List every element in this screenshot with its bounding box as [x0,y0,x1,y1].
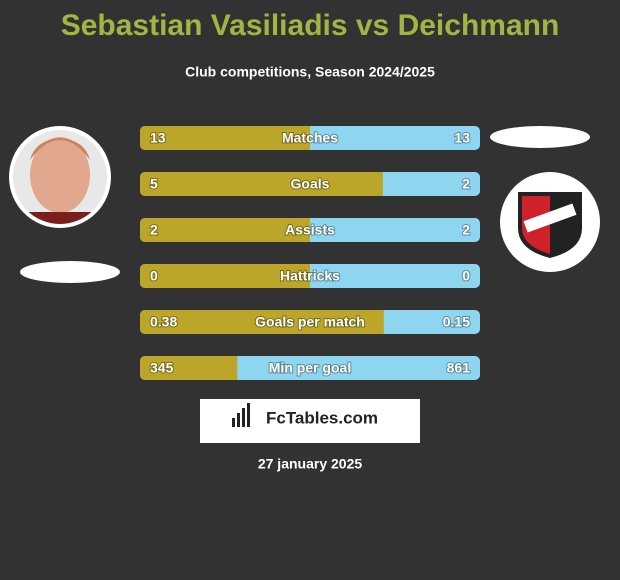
row-label: Matches [282,130,338,146]
left-value: 0 [150,268,158,284]
left-value: 0.38 [150,314,177,330]
player-photo [9,126,111,228]
row-label: Goals per match [255,314,365,330]
left-value: 13 [150,130,166,146]
row-label: Goals [291,176,330,192]
placeholder-oval [20,261,120,283]
left-value: 5 [150,176,158,192]
left-bar [140,218,310,242]
right-value: 0 [462,268,470,284]
left-value: 2 [150,222,158,238]
stat-rows: Matches 13 13 Goals 5 2 Assists 2 2 Hattricks 0 0 Go… [140,126,480,380]
left-bar [140,310,384,334]
left-bar [140,264,310,288]
right-value: 13 [454,130,470,146]
left-bar [140,126,310,150]
title: Sebastian Vasiliadis vs Deichmann [61,9,560,42]
left-bar [140,172,383,196]
brand: FcTables.com [266,408,378,427]
left-value: 345 [150,360,174,376]
brand-box: FcTables.com [200,399,420,443]
subtitle: Club competitions, Season 2024/2025 [185,64,435,80]
right-value: 2 [462,176,470,192]
club-logo [500,172,600,272]
row-label: Hattricks [280,268,340,284]
right-value: 861 [447,360,471,376]
right-value: 2 [462,222,470,238]
row-label: Min per goal [269,360,351,376]
placeholder-oval [490,126,590,148]
left-bar [140,356,238,380]
row-label: Assists [285,222,335,238]
right-value: 0.15 [443,314,470,330]
date: 27 january 2025 [258,456,363,472]
